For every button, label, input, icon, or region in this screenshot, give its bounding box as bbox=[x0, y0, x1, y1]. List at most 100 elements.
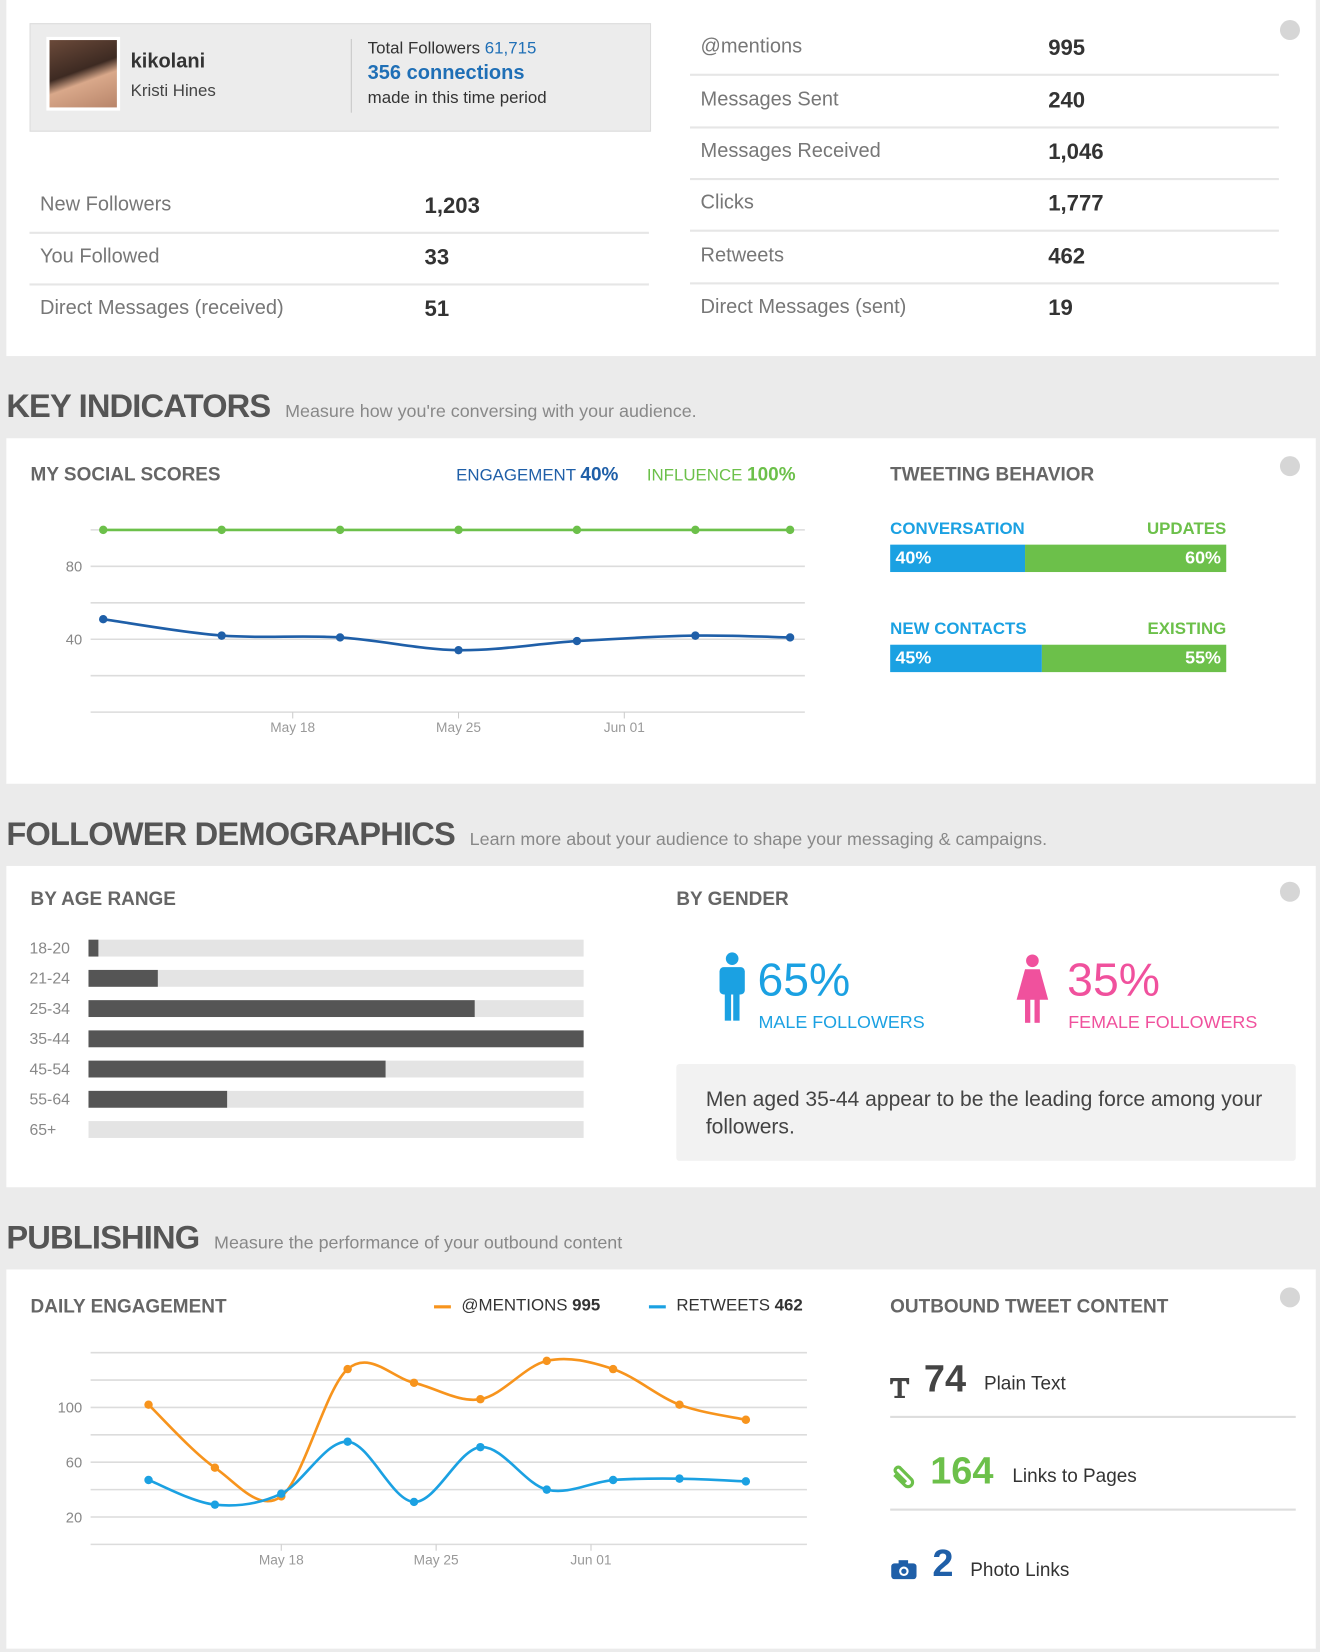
key-indicators-panel bbox=[6, 438, 1316, 784]
help-icon[interactable] bbox=[1279, 456, 1300, 477]
split-value: 60% bbox=[1185, 547, 1221, 568]
outbound-count: 2 bbox=[932, 1541, 954, 1585]
divider bbox=[890, 1508, 1296, 1511]
divider bbox=[350, 38, 352, 113]
data-point bbox=[217, 525, 226, 535]
section-subtitle: Measure the performance of your outbound… bbox=[214, 1232, 623, 1253]
data-point bbox=[335, 525, 345, 535]
category-label: 35-44 bbox=[29, 1031, 70, 1048]
stat-value: 19 bbox=[1048, 296, 1073, 321]
help-icon[interactable] bbox=[1279, 881, 1300, 902]
bar-track bbox=[88, 1121, 584, 1138]
section-header: KEY INDICATORS Measure how you're convers… bbox=[6, 388, 696, 426]
male-label: MALE FOLLOWERS bbox=[758, 1012, 925, 1033]
data-point bbox=[210, 1463, 220, 1472]
data-point bbox=[675, 1400, 684, 1409]
stat-label: @mentions bbox=[700, 35, 803, 58]
x-tick-label: May 25 bbox=[436, 720, 481, 735]
stat-value: 1,777 bbox=[1048, 191, 1104, 216]
stat-label: Direct Messages (received) bbox=[40, 297, 284, 320]
section-subtitle: Measure how you're conversing with your … bbox=[285, 401, 697, 422]
legend-total: 462 bbox=[774, 1296, 803, 1315]
data-point bbox=[210, 1500, 220, 1509]
legend-label: RETWEETS bbox=[676, 1296, 770, 1315]
panel-title: OUTBOUND TWEET CONTENT bbox=[890, 1295, 1169, 1317]
outbound-label: Plain Text bbox=[983, 1372, 1066, 1394]
legend-swatch bbox=[648, 1305, 666, 1309]
row-divider bbox=[690, 282, 1279, 285]
legend-item: @MENTIONS 995 bbox=[461, 1296, 600, 1316]
username: kikolani bbox=[130, 50, 206, 73]
data-point bbox=[608, 1475, 618, 1485]
data-point bbox=[144, 1475, 153, 1485]
daily-engagement-chart: 20 60 100 May 18 May 25 Jun 01 bbox=[58, 1351, 807, 1567]
split-value: 45% bbox=[895, 647, 932, 668]
panel-title: DAILY ENGAGEMENT bbox=[30, 1295, 227, 1317]
row-divider bbox=[690, 178, 1279, 181]
data-point bbox=[409, 1378, 419, 1387]
x-tick-label: May 18 bbox=[270, 720, 315, 735]
split-bar bbox=[890, 544, 1025, 573]
section-header: PUBLISHING Measure the performance of you… bbox=[6, 1219, 622, 1257]
data-point bbox=[409, 1497, 419, 1507]
y-tick-label: 20 bbox=[66, 1510, 82, 1526]
series-line bbox=[103, 617, 791, 652]
outbound-count: 164 bbox=[930, 1448, 994, 1492]
series-line bbox=[147, 1357, 747, 1503]
stat-label: Messages Received bbox=[700, 140, 881, 163]
data-point bbox=[691, 525, 700, 535]
bar bbox=[88, 1000, 475, 1018]
data-point bbox=[572, 636, 582, 646]
full-name: Kristi Hines bbox=[130, 82, 216, 101]
female-icon bbox=[1016, 954, 1049, 1023]
category-label: 65+ bbox=[29, 1122, 56, 1139]
legend-swatch bbox=[434, 1305, 451, 1309]
category-label: 18-20 bbox=[29, 940, 70, 957]
data-point bbox=[476, 1395, 485, 1404]
total-followers-label: Total Followers bbox=[367, 40, 481, 58]
female-label: FEMALE FOLLOWERS bbox=[1068, 1012, 1258, 1033]
row-divider bbox=[690, 73, 1279, 76]
data-point bbox=[335, 633, 345, 642]
category-label: 45-54 bbox=[29, 1061, 70, 1078]
split-value: 40% bbox=[895, 547, 932, 568]
category-label: 25-34 bbox=[29, 1001, 70, 1018]
row-divider bbox=[29, 231, 649, 234]
panel-title: BY AGE RANGE bbox=[30, 888, 176, 910]
x-tick-label: Jun 01 bbox=[604, 720, 645, 735]
category-label: 21-24 bbox=[29, 971, 70, 988]
bar-track bbox=[88, 969, 584, 987]
outbound-label: Photo Links bbox=[970, 1559, 1070, 1581]
stat-label: Messages Sent bbox=[700, 88, 839, 111]
camera-icon bbox=[891, 1560, 917, 1580]
stat-value: 33 bbox=[424, 245, 450, 270]
data-point bbox=[691, 631, 700, 640]
legend-score: 40% bbox=[580, 463, 619, 485]
male-percent: 65% bbox=[757, 954, 851, 1007]
bar bbox=[88, 969, 158, 987]
outbound-label: Links to Pages bbox=[1012, 1465, 1137, 1487]
help-icon[interactable] bbox=[1279, 1287, 1300, 1308]
female-percent: 35% bbox=[1067, 954, 1160, 1007]
avatar bbox=[46, 36, 121, 111]
data-point bbox=[542, 1485, 551, 1494]
legend-score: 100% bbox=[747, 463, 796, 485]
bar bbox=[88, 1030, 584, 1048]
split-label: NEW CONTACTS bbox=[890, 620, 1027, 639]
data-point bbox=[741, 1415, 751, 1424]
data-point bbox=[277, 1489, 286, 1498]
split-label: EXISTING bbox=[1147, 620, 1227, 639]
legend-label: @MENTIONS bbox=[461, 1296, 568, 1315]
panel-title: BY GENDER bbox=[676, 888, 789, 910]
x-tick-label: May 25 bbox=[414, 1552, 459, 1567]
data-point bbox=[785, 633, 795, 642]
section-title: FOLLOWER DEMOGRAPHICS bbox=[6, 815, 455, 853]
help-icon[interactable] bbox=[1279, 20, 1300, 41]
total-followers-value: 61,715 bbox=[484, 40, 537, 58]
data-point bbox=[144, 1400, 153, 1409]
legend-total: 995 bbox=[572, 1296, 601, 1315]
panel-title: MY SOCIAL SCORES bbox=[30, 463, 221, 485]
row-divider bbox=[29, 283, 649, 286]
